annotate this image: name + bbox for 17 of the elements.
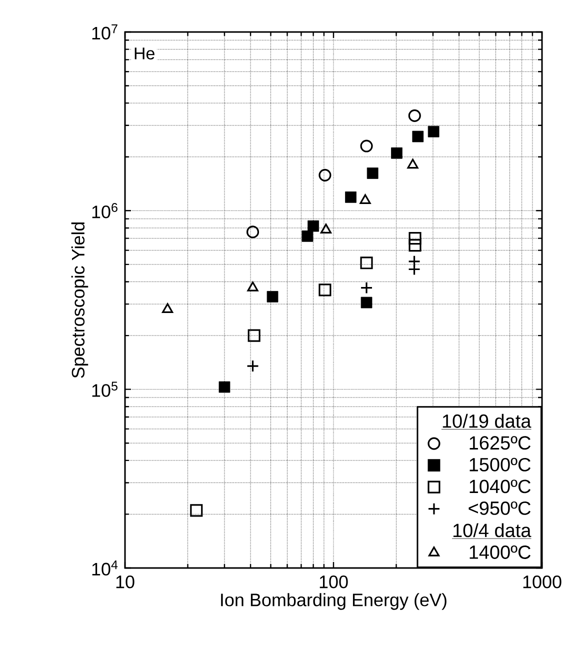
legend-label: 1040ºC: [470, 480, 531, 494]
x-tick-label: 1000: [523, 576, 562, 588]
annotation: 10/4 data: [453, 523, 532, 538]
x-axis-title: Ion Bombarding Energy (eV): [221, 593, 446, 610]
y-tick-label: 10$^{5}$: [92, 382, 118, 397]
y-tick-label: 10$^{4}$: [92, 560, 118, 576]
y-axis-title: Spectroscopic Yield: [71, 222, 88, 378]
y-tick-label: 10$^{6}$: [92, 203, 118, 218]
y-tick-label: 10$^{7}$: [92, 24, 118, 40]
x-tick-label: 10: [116, 576, 134, 588]
legend-label: 1500ºC: [470, 458, 531, 472]
annotation: He: [134, 48, 154, 60]
legend-label: 1625ºC: [470, 436, 531, 450]
legend-title: 10/19 data: [442, 414, 532, 428]
legend-label: <950ºC: [468, 501, 531, 515]
x-tick-label: 100: [320, 576, 348, 588]
legend-label: 1400ºC: [470, 545, 531, 559]
